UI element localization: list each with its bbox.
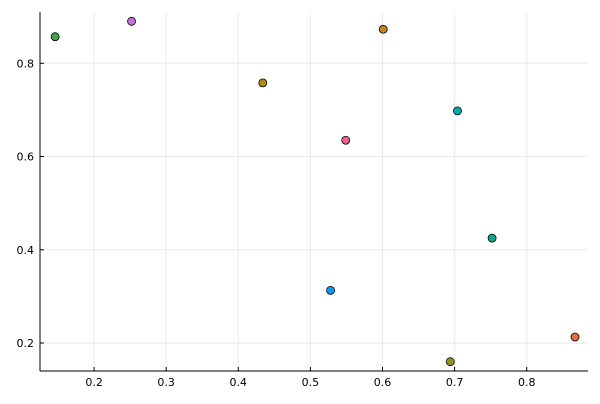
y-tick-label: 0.6 [17, 151, 35, 164]
scatter-point [341, 135, 351, 145]
scatter-point [487, 233, 497, 243]
scatter-point [258, 78, 268, 88]
x-tick-label: 0.7 [446, 376, 464, 389]
x-tick-label: 0.4 [230, 376, 248, 389]
scatter-point [326, 285, 335, 295]
y-tick-label: 0.4 [17, 244, 35, 257]
x-tick-label: 0.2 [85, 376, 103, 389]
x-tick-label: 0.5 [302, 376, 320, 389]
y-tick-label: 0.2 [17, 337, 35, 350]
scatter-point [127, 16, 136, 26]
y-tick-label: 0.8 [17, 57, 35, 70]
scatter-point [50, 32, 60, 42]
scatter-point [378, 24, 388, 34]
scatter-point [453, 106, 462, 116]
scatter-point [570, 332, 580, 342]
tick-labels: 0.2 0.3 0.4 0.5 0.6 0.7 0.8 0.2 0.4 0.6 0.8 [17, 57, 536, 389]
axes [39, 12, 588, 372]
x-tick-label: 0.6 [374, 376, 392, 389]
x-tick-label: 0.8 [518, 376, 536, 389]
x-tick-label: 0.3 [157, 376, 175, 389]
grid [40, 12, 588, 371]
scatter-point [445, 357, 455, 367]
data-points [50, 16, 580, 367]
